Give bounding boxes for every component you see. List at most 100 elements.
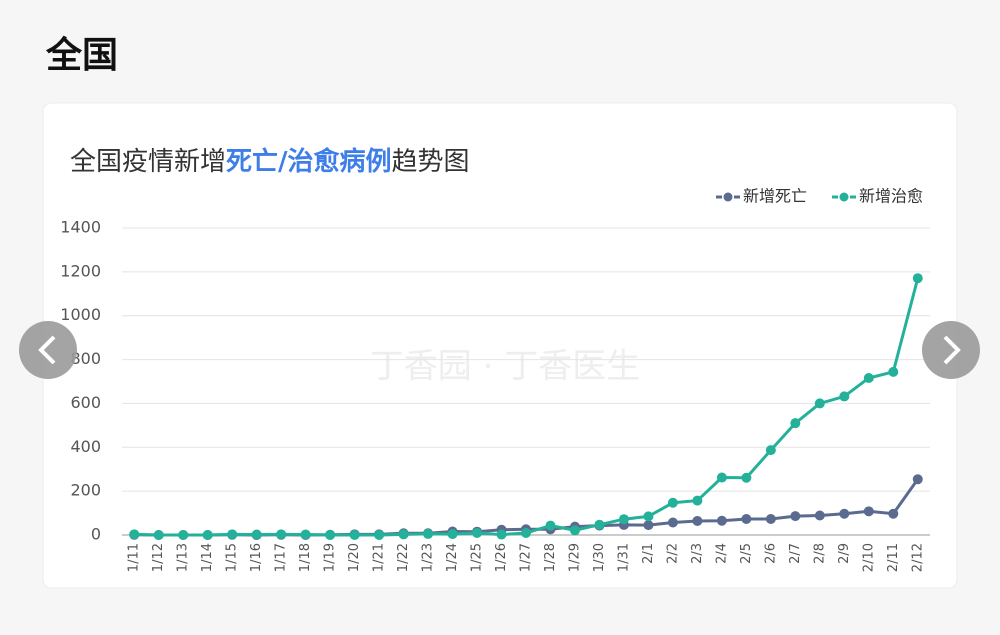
- y-tick-label: 1000: [60, 305, 101, 324]
- next-button[interactable]: [922, 321, 980, 379]
- data-point: [398, 529, 409, 540]
- legend-dot: [839, 192, 849, 202]
- x-tick-label: 1/15: [225, 543, 240, 572]
- x-tick-label: 1/14: [200, 543, 215, 572]
- watermark: 丁香园 · 丁香医生: [370, 347, 640, 387]
- data-point: [447, 529, 458, 540]
- y-tick-label: 1200: [60, 261, 101, 280]
- x-tick-label: 1/21: [372, 543, 387, 572]
- x-tick-label: 1/23: [421, 543, 436, 572]
- data-point: [202, 530, 213, 540]
- x-tick-label: 2/3: [690, 543, 705, 564]
- data-point: [692, 495, 703, 506]
- x-tick-label: 1/17: [274, 543, 289, 572]
- data-point: [814, 398, 825, 409]
- data-point: [888, 366, 899, 377]
- prev-button[interactable]: [19, 321, 77, 379]
- data-point: [349, 530, 360, 540]
- data-point: [716, 472, 727, 483]
- x-tick-label: 1/29: [567, 543, 582, 572]
- x-tick-label: 2/8: [812, 543, 827, 564]
- x-tick-label: 1/20: [347, 543, 362, 572]
- data-point: [692, 515, 703, 526]
- x-tick-label: 2/6: [763, 543, 778, 564]
- x-tick-label: 1/25: [470, 543, 485, 572]
- x-tick-label: 2/12: [910, 543, 925, 572]
- y-tick-label: 1400: [60, 218, 101, 237]
- data-point: [276, 529, 287, 540]
- x-tick-label: 1/19: [323, 543, 338, 572]
- x-tick-label: 1/28: [543, 543, 558, 572]
- x-tick-label: 1/18: [298, 543, 313, 572]
- x-tick-label: 2/2: [665, 543, 680, 564]
- data-point: [863, 506, 874, 517]
- y-tick-label: 400: [70, 437, 101, 456]
- title-highlight: 死亡/治愈病例: [226, 146, 392, 177]
- data-point: [912, 474, 923, 485]
- x-tick-label: 2/10: [861, 543, 876, 572]
- data-point: [765, 513, 776, 524]
- chart-title: 全国疫情新增死亡/治愈病例趋势图: [70, 146, 470, 177]
- x-tick-label: 2/11: [886, 543, 901, 572]
- data-point: [251, 529, 262, 540]
- x-tick-label: 2/1: [641, 543, 656, 564]
- data-point: [129, 529, 140, 540]
- x-tick-label: 2/5: [739, 543, 754, 564]
- data-point: [863, 372, 874, 383]
- x-tick-label: 1/16: [249, 543, 264, 572]
- data-point: [374, 530, 385, 540]
- data-point: [325, 530, 336, 540]
- data-point: [643, 520, 654, 531]
- data-point: [790, 418, 801, 429]
- prev-arrow: [38, 335, 56, 365]
- data-point: [643, 511, 654, 522]
- data-point: [153, 530, 164, 540]
- data-point: [227, 529, 238, 540]
- data-point: [545, 520, 556, 531]
- data-point: [178, 530, 189, 540]
- data-point: [839, 391, 850, 402]
- plot: 0 200 400 600 800 1000 1200 1400 1/11 1/12 1/13 1/1…: [60, 187, 930, 572]
- title-part: 趋势图: [392, 147, 470, 177]
- legend-dot: [723, 192, 733, 202]
- y-tick-label: 200: [70, 481, 101, 500]
- y-tick-label: 800: [70, 349, 101, 368]
- x-tick-label: 2/7: [788, 543, 803, 564]
- data-point: [790, 511, 801, 522]
- data-point: [300, 529, 311, 540]
- data-point: [741, 472, 752, 483]
- data-point: [521, 528, 531, 539]
- y-tick-label: 0: [91, 525, 101, 544]
- data-point: [912, 273, 923, 284]
- data-point: [741, 513, 752, 524]
- x-tick-label: 1/30: [592, 543, 607, 572]
- x-tick-label: 1/24: [445, 543, 460, 572]
- legend-label: 新增死亡: [743, 187, 807, 206]
- data-point: [814, 510, 825, 521]
- x-tick-label: 1/11: [127, 543, 142, 572]
- x-tick-label: 2/9: [837, 543, 852, 564]
- x-tick-label: 1/12: [151, 543, 166, 572]
- x-tick-label: 2/4: [714, 543, 729, 564]
- data-point: [618, 514, 629, 525]
- x-tick-label: 1/26: [494, 543, 509, 572]
- data-point: [839, 508, 850, 519]
- data-point: [667, 517, 678, 528]
- data-point: [472, 528, 483, 539]
- x-tick-label: 1/27: [519, 543, 534, 572]
- title-part: 全国疫情新增: [70, 147, 226, 177]
- data-point: [496, 529, 507, 540]
- page-heading: 全国: [45, 34, 118, 76]
- data-point: [594, 519, 605, 530]
- data-point: [888, 508, 899, 519]
- x-tick-label: 1/22: [396, 543, 411, 572]
- data-point: [569, 525, 580, 536]
- data-point: [765, 445, 776, 456]
- y-tick-label: 600: [70, 393, 101, 412]
- data-point: [423, 528, 434, 539]
- legend-label: 新增治愈: [859, 187, 923, 206]
- x-tick-label: 1/13: [176, 543, 191, 572]
- x-tick-label: 1/31: [616, 543, 631, 572]
